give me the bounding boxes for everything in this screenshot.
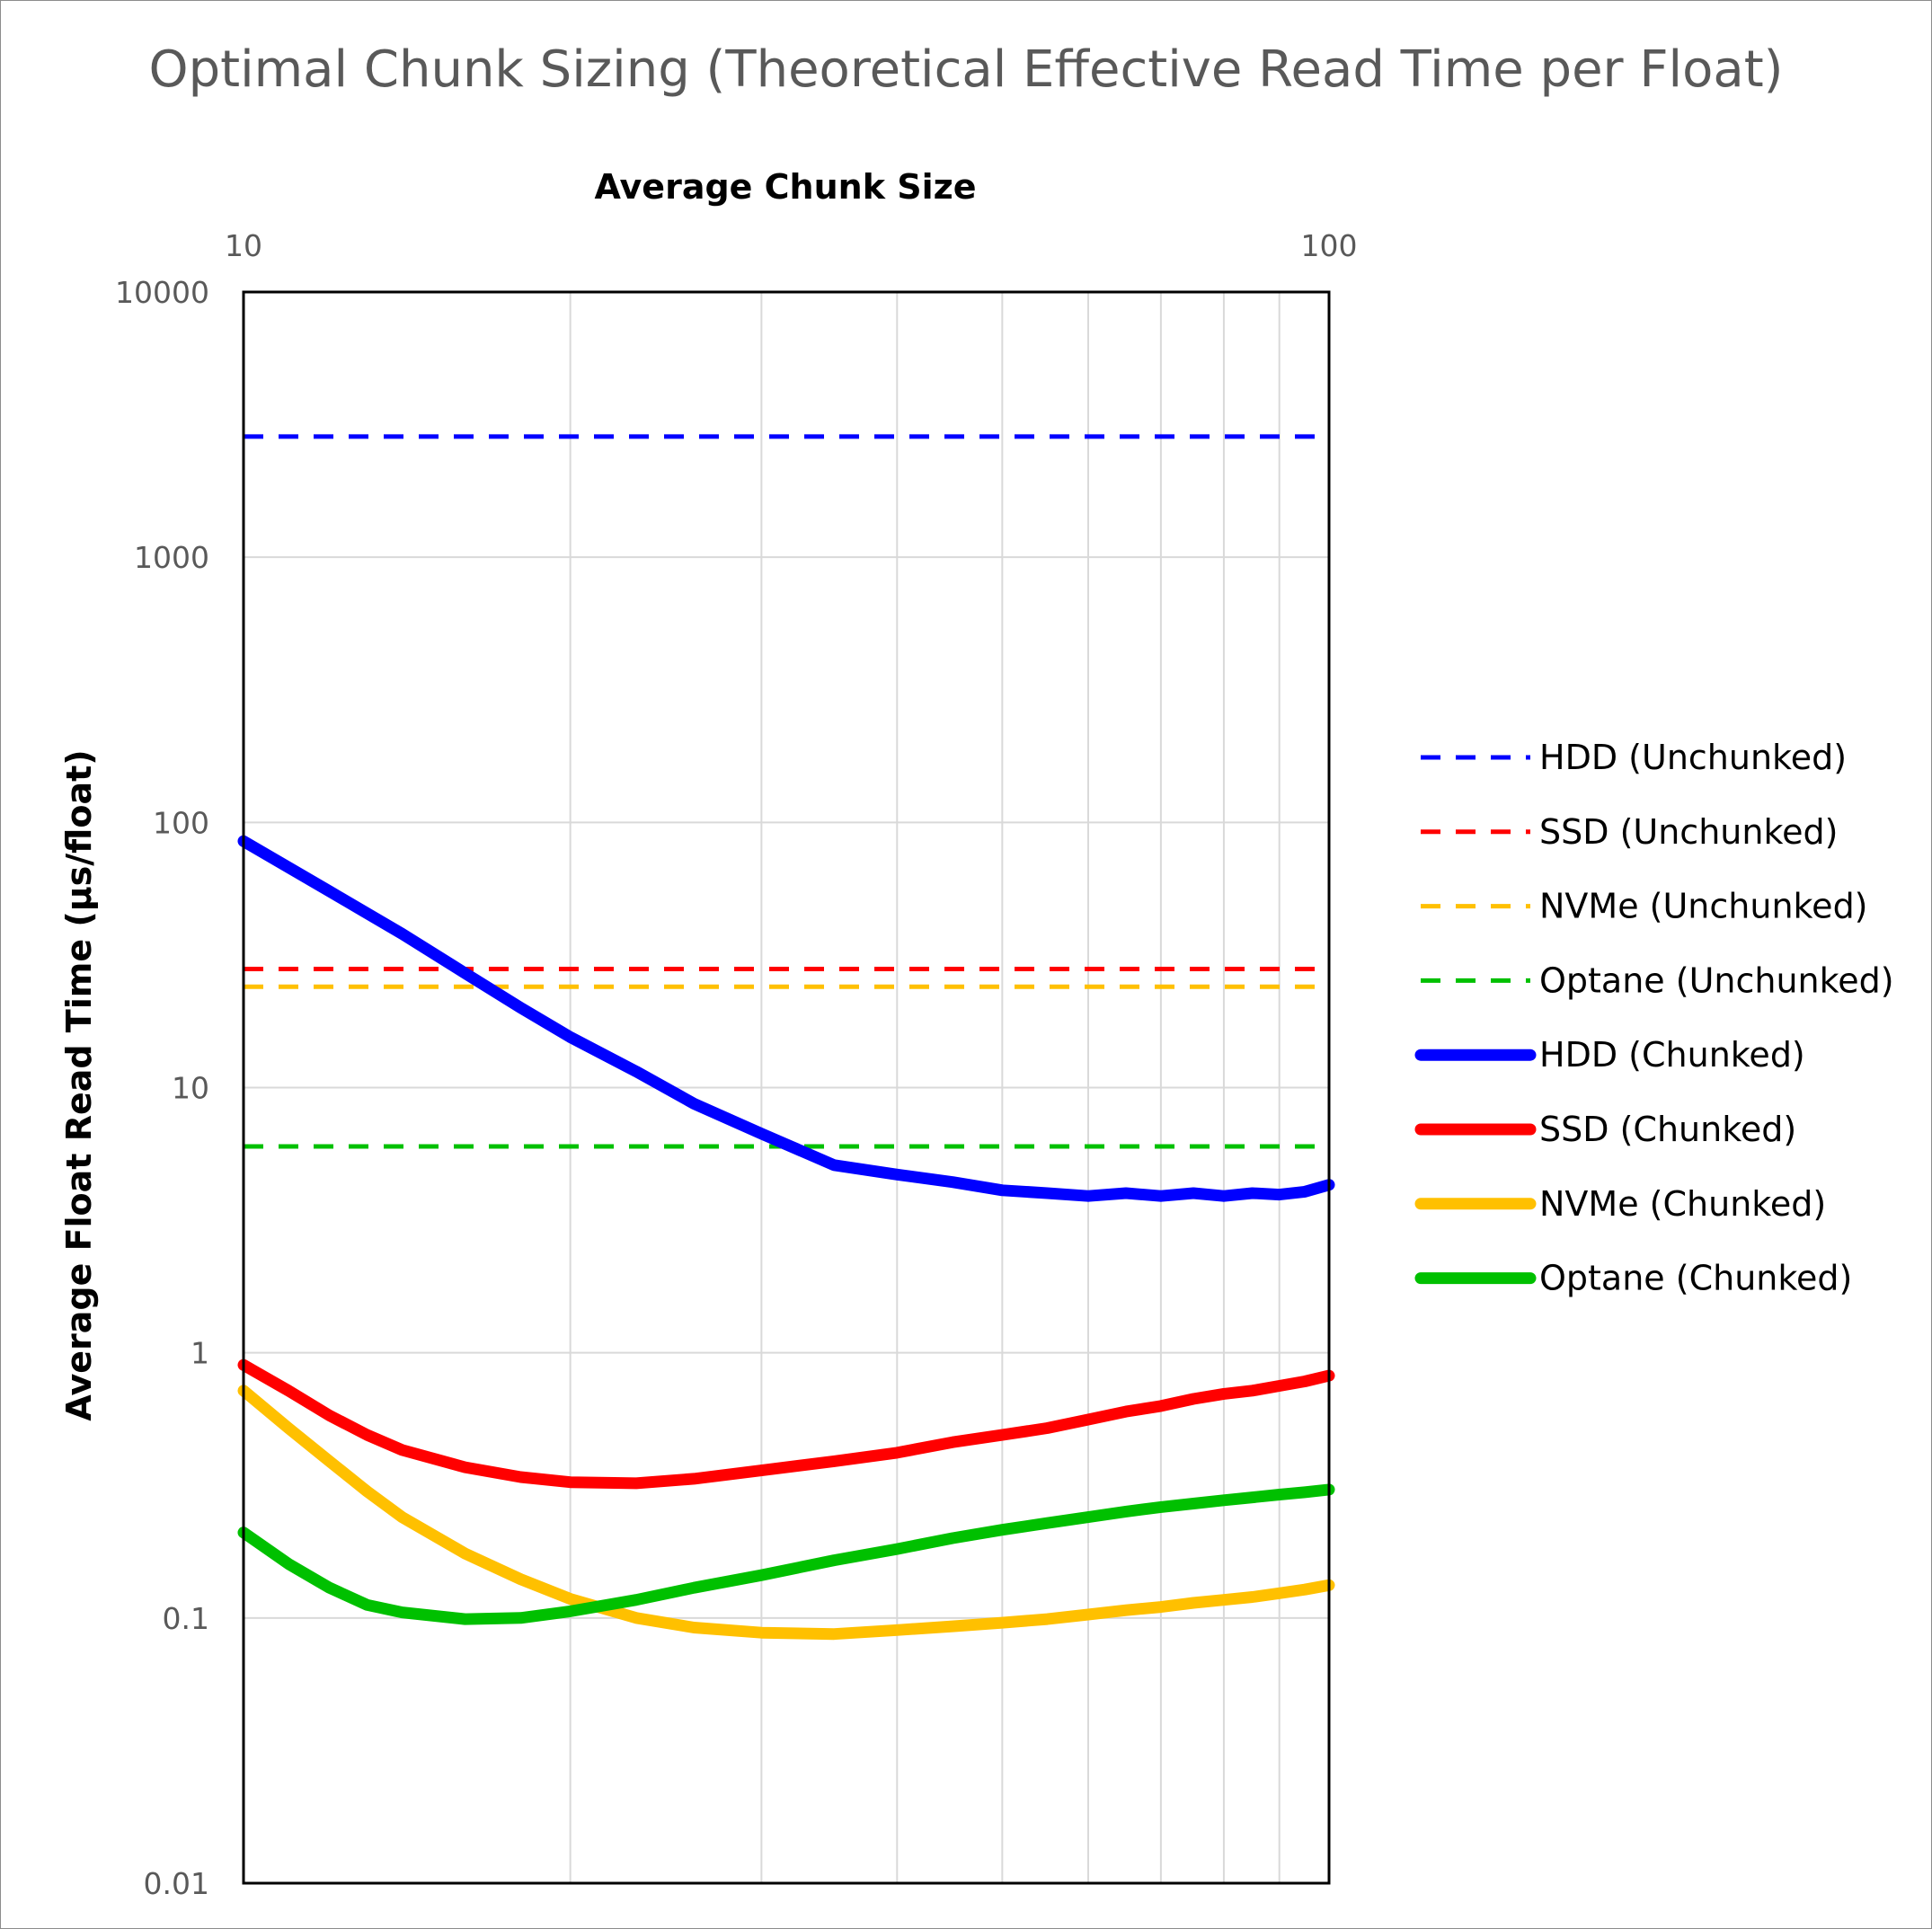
gridlines [244, 291, 1329, 1884]
legend-label: Optane (Unchunked) [1539, 960, 1894, 1000]
legend-label: Optane (Chunked) [1539, 1259, 1852, 1298]
legend-label: NVMe (Unchunked) [1539, 887, 1868, 926]
y-tick-label: 10000 [115, 275, 209, 310]
y-tick-label: 1 [191, 1336, 209, 1371]
x-tick-label: 100 [1301, 228, 1358, 263]
legend-label: NVMe (Chunked) [1539, 1184, 1826, 1224]
y-tick-label: 0.1 [163, 1601, 209, 1636]
series-lines [237, 434, 1335, 1641]
x-tick-label: 10 [225, 228, 262, 263]
legend-label: SSD (Chunked) [1539, 1110, 1796, 1149]
y-tick-label: 10 [172, 1071, 209, 1106]
chart-title: Optimal Chunk Sizing (Theoretical Effect… [148, 40, 1783, 99]
x-axis-title: Average Chunk Size [594, 167, 976, 207]
y-tick-label: 100 [153, 805, 209, 840]
y-tick-label: 1000 [134, 540, 209, 575]
y-axis-title: Average Float Read Time (µs/float) [59, 749, 99, 1420]
plot-area-border [242, 290, 1331, 1885]
legend: HDD (Unchunked) SSD (Unchunked) NVMe (Unch… [1414, 738, 1894, 1298]
series-optane-chunked [237, 1483, 1335, 1625]
y-tick-label: 0.01 [144, 1866, 209, 1901]
series-ssd-chunked [237, 1358, 1335, 1490]
legend-label: HDD (Unchunked) [1539, 738, 1847, 777]
series-hdd-chunked [237, 835, 1335, 1202]
legend-label: HDD (Chunked) [1539, 1035, 1805, 1075]
tick-labels: 0.01 0.1 1 10 100 1000 10000 10 100 [115, 228, 1357, 1901]
series-nvme-chunked [237, 1385, 1335, 1641]
legend-label: SSD (Unchunked) [1539, 812, 1838, 852]
